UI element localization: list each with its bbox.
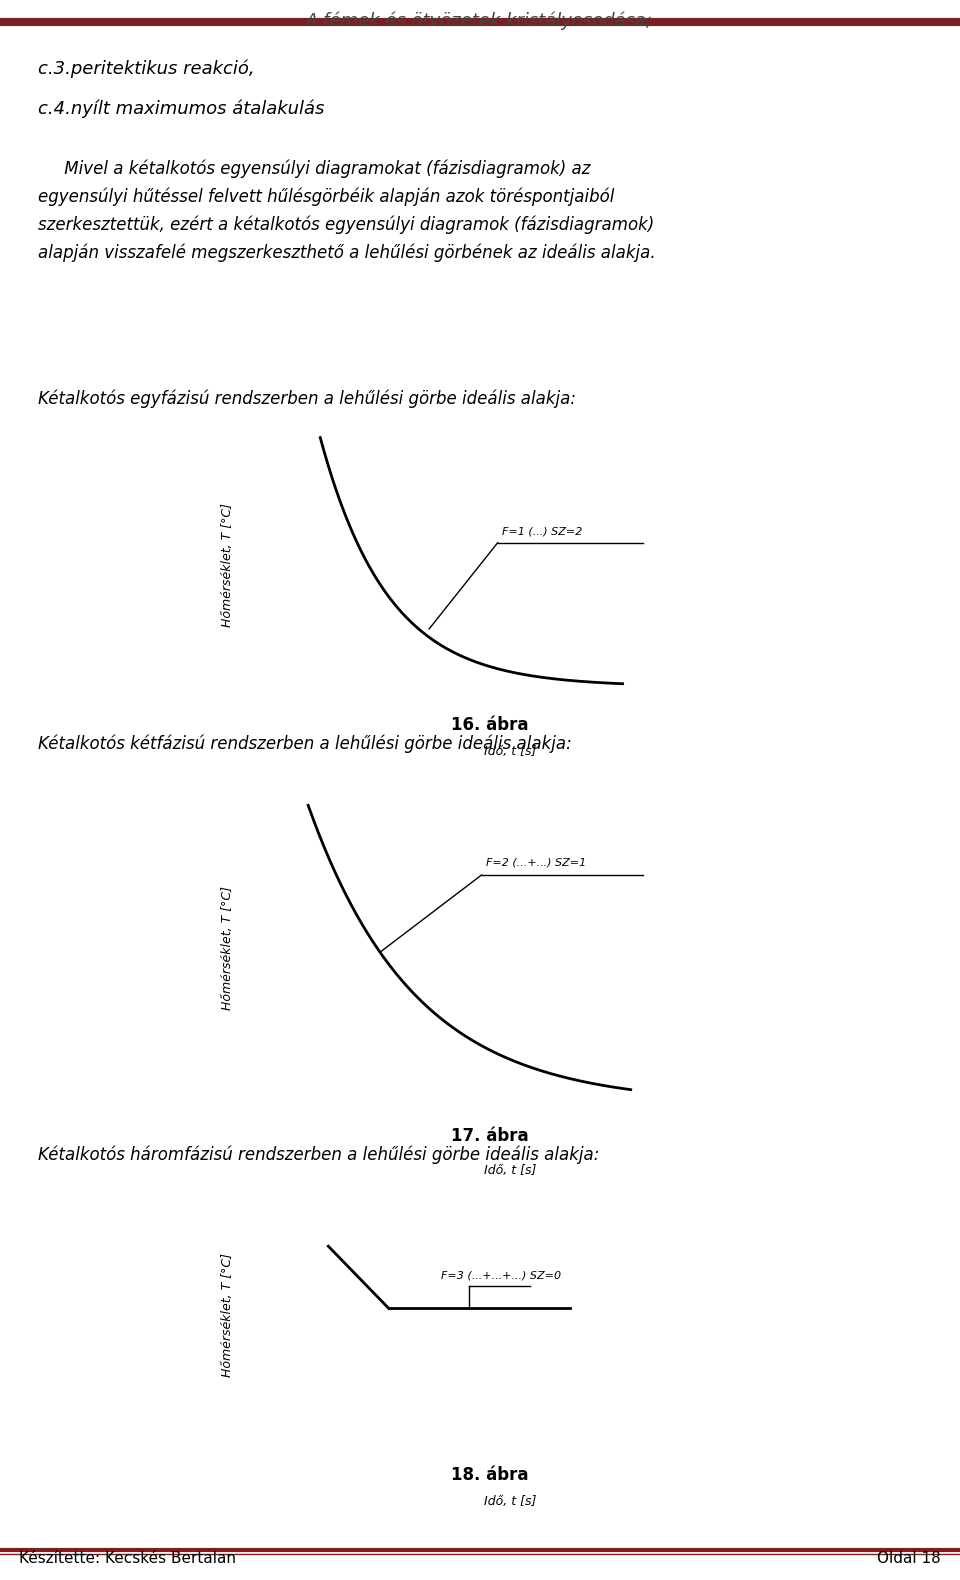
Text: Oldal 18: Oldal 18 [877,1552,941,1566]
Text: c.3.peritektikus reakció,: c.3.peritektikus reakció, [38,60,255,79]
Text: 17. ábra: 17. ábra [451,1127,528,1144]
Text: Kétalkotós kétfázisú rendszerben a lehűlési görbe ideális alakja:: Kétalkotós kétfázisú rendszerben a lehűl… [38,735,572,754]
Text: Idő, t [s]: Idő, t [s] [484,744,536,757]
Text: Hőmérséklet, T [°C]: Hőmérséklet, T [°C] [221,886,234,1010]
Text: Idő, t [s]: Idő, t [s] [484,1495,536,1507]
Text: 18. ábra: 18. ábra [451,1466,528,1484]
Text: Idő, t [s]: Idő, t [s] [484,1163,536,1177]
Text: A fémek és ötvözetek kristályosodása;: A fémek és ötvözetek kristályosodása; [306,13,654,30]
Text: szerkesztettük, ezért a kétalkotós egyensúlyi diagramok (fázisdiagramok): szerkesztettük, ezért a kétalkotós egyen… [38,216,655,234]
Text: egyensúlyi hűtéssel felvett hűlésgörbéik alapján azok töréspontjaiból: egyensúlyi hűtéssel felvett hűlésgörbéik… [38,188,614,207]
Text: F=1 (...) SZ=2: F=1 (...) SZ=2 [502,526,582,537]
Text: Mivel a kétalkotós egyensúlyi diagramokat (fázisdiagramok) az: Mivel a kétalkotós egyensúlyi diagramoka… [38,160,591,179]
Text: Kétalkotós egyfázisú rendszerben a lehűlési görbe ideális alakja:: Kétalkotós egyfázisú rendszerben a lehűl… [38,390,576,409]
Text: Hőmérséklet, T [°C]: Hőmérséklet, T [°C] [221,502,234,627]
Text: F=2 (...+...) SZ=1: F=2 (...+...) SZ=1 [486,856,586,867]
Text: c.4.nyílt maximumos átalakulás: c.4.nyílt maximumos átalakulás [38,100,324,118]
Text: Készítette: Kecskés Bertalan: Készítette: Kecskés Bertalan [19,1552,236,1566]
Text: alapján visszafelé megszerkeszthető a lehűlési görbének az ideális alakja.: alapján visszafelé megszerkeszthető a le… [38,243,656,262]
Text: 16. ábra: 16. ábra [451,716,528,733]
Text: Hőmérséklet, T [°C]: Hőmérséklet, T [°C] [221,1253,234,1378]
Text: F=3 (...+...+...) SZ=0: F=3 (...+...+...) SZ=0 [442,1270,562,1280]
Text: Kétalkotós háromfázisú rendszerben a lehűlési görbe ideális alakja:: Kétalkotós háromfázisú rendszerben a leh… [38,1146,600,1164]
